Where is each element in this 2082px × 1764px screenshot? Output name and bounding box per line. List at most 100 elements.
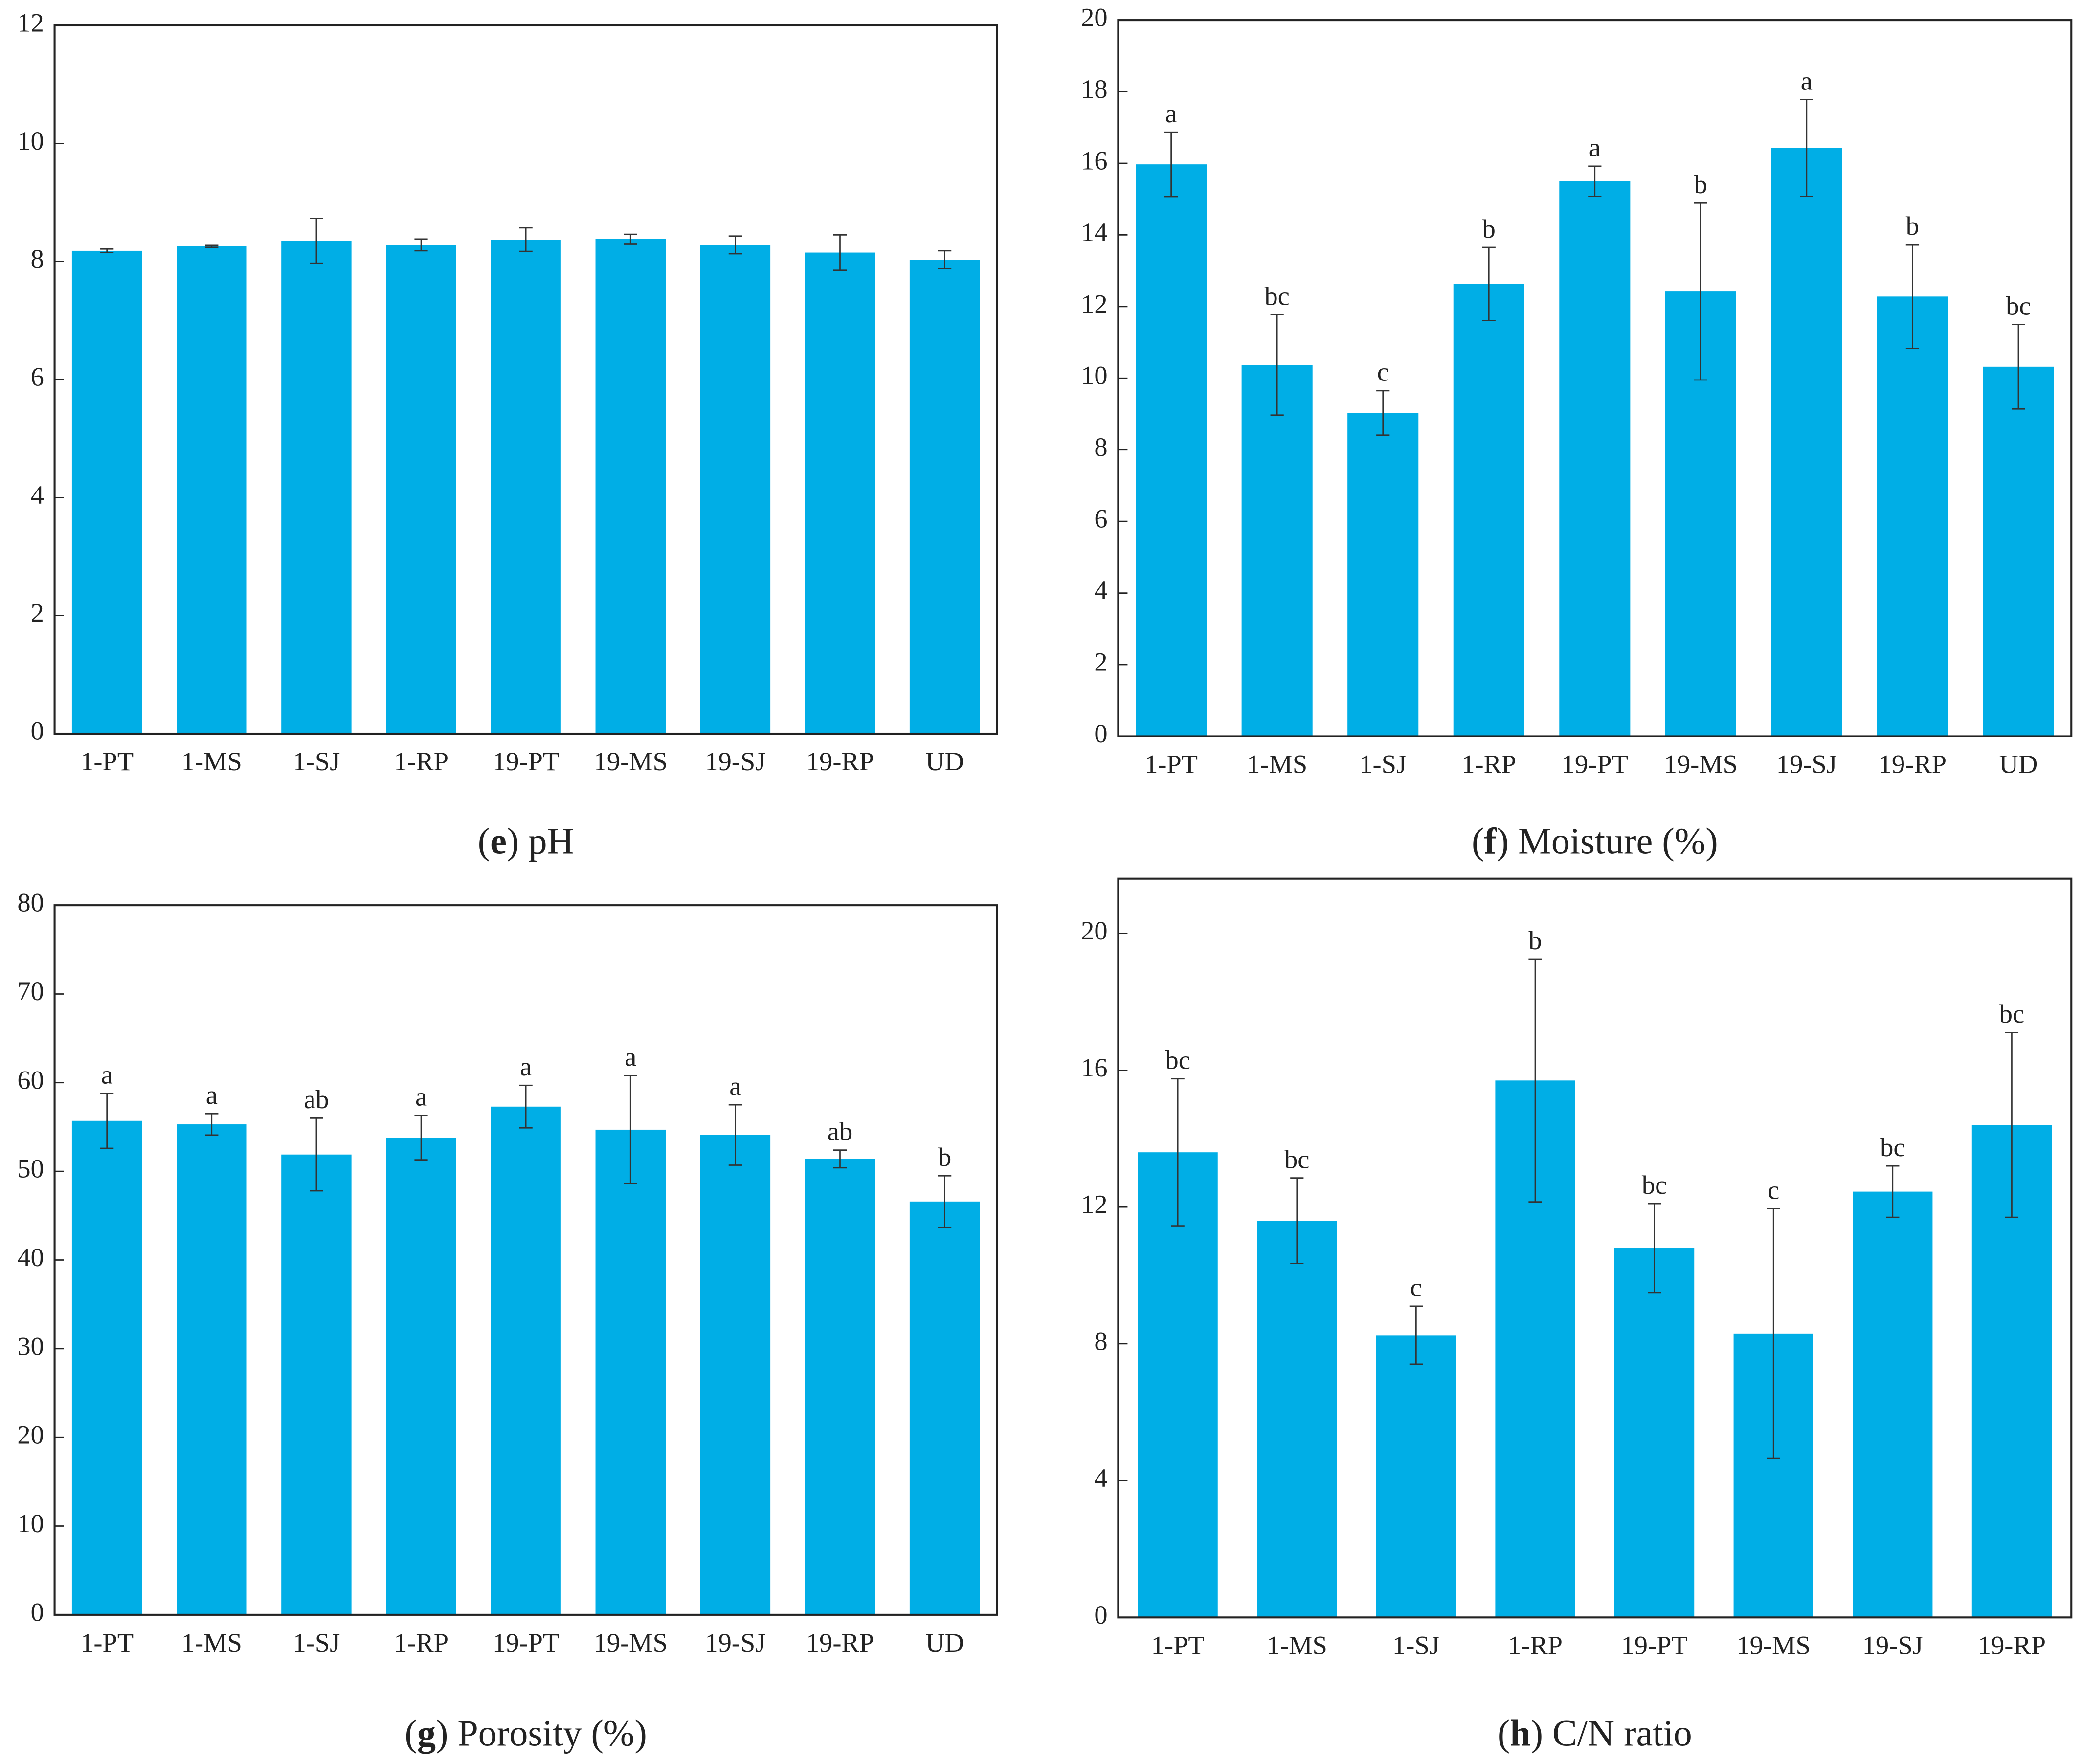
bar — [595, 1129, 666, 1615]
error-bar — [2005, 1032, 2019, 1218]
y-tick-label: 60 — [17, 1065, 44, 1094]
x-tick-label: 19-RP — [1879, 749, 1947, 779]
bar — [281, 241, 352, 734]
x-tick-label: 19-MS — [594, 746, 668, 776]
bar — [700, 245, 771, 734]
error-bar — [2012, 324, 2025, 410]
y-tick-label: 12 — [17, 7, 44, 37]
x-tick-label: 19-RP — [806, 746, 874, 776]
panel-caption: (g) Porosity (%) — [404, 1713, 647, 1754]
significance-letter: a — [206, 1080, 218, 1110]
x-tick-label: 1-RP — [1461, 749, 1516, 779]
y-tick-label: 20 — [17, 1420, 44, 1450]
x-tick-label: 1-RP — [1508, 1630, 1563, 1660]
bar — [805, 252, 875, 734]
x-tick-label: 1-MS — [181, 746, 242, 776]
error-bar — [1905, 244, 1920, 349]
y-tick-label: 10 — [17, 126, 44, 156]
bar — [700, 1135, 771, 1615]
significance-letter: bc — [1880, 1132, 1905, 1162]
y-tick-label: 18 — [1081, 74, 1107, 104]
y-tick-label: 4 — [1094, 575, 1107, 605]
y-tick-label: 8 — [31, 244, 44, 273]
error-bar — [1800, 99, 1813, 197]
y-tick-label: 14 — [1081, 217, 1107, 247]
significance-letter: bc — [1642, 1170, 1667, 1200]
y-tick-label: 0 — [1094, 1600, 1107, 1630]
error-bar — [938, 1175, 952, 1228]
error-bar — [100, 1093, 114, 1149]
panel-caption: (h) C/N ratio — [1498, 1713, 1692, 1754]
bar — [1771, 148, 1842, 737]
bar — [1257, 1221, 1337, 1618]
bar — [1376, 1335, 1456, 1618]
error-bar — [938, 250, 952, 269]
x-tick-label: 1-PT — [80, 1628, 134, 1657]
significance-letter: a — [520, 1051, 532, 1081]
y-tick-label: 70 — [17, 976, 44, 1006]
error-bar — [833, 234, 847, 271]
bar — [1241, 365, 1313, 737]
plot-frame — [53, 24, 998, 735]
error-bar — [1409, 1305, 1423, 1365]
error-bar — [1270, 314, 1284, 416]
significance-letter: a — [729, 1071, 741, 1101]
significance-letter: a — [101, 1059, 113, 1089]
bar — [386, 1138, 456, 1615]
x-tick-label: 19-PT — [1562, 749, 1628, 779]
bar — [1614, 1248, 1695, 1618]
bar — [595, 239, 666, 734]
x-tick-label: UD — [925, 746, 964, 776]
significance-letter: b — [1482, 214, 1496, 244]
significance-letter: c — [1377, 357, 1389, 387]
panel: 01020304050607080a1-PTa1-MSab1-SJa1-RPa1… — [17, 888, 998, 1754]
panel: 0 2 4 6 8 10 12 1-PT 1-MS 1-SJ 1-RP 19-PT 19-MS 19-SJ… — [17, 7, 998, 862]
error-bar — [1376, 390, 1390, 436]
error-bar — [519, 1084, 533, 1129]
significance-letter: ab — [828, 1116, 852, 1146]
significance-letter: bc — [2006, 290, 2031, 320]
bar — [71, 250, 142, 734]
error-bar — [624, 1074, 637, 1184]
panel-caption: (f) Moisture (%) — [1472, 821, 1718, 862]
y-tick-label: 20 — [1081, 915, 1107, 945]
x-tick-label: 19-PT — [493, 746, 559, 776]
y-tick-label: 4 — [1094, 1463, 1107, 1493]
x-tick-label: 1-MS — [181, 1628, 242, 1657]
y-tick-label: 40 — [17, 1242, 44, 1272]
y-tick-label: 16 — [1081, 145, 1107, 175]
y-tick-label: 2 — [31, 598, 44, 627]
x-tick-label: 1-RP — [394, 1628, 448, 1657]
error-bar — [624, 233, 637, 245]
error-bar — [1767, 1208, 1780, 1459]
bar — [1138, 1152, 1218, 1618]
x-tick-label: 1-MS — [1247, 749, 1307, 779]
error-bar — [310, 1117, 323, 1192]
bar — [491, 240, 561, 734]
bar — [909, 1201, 980, 1615]
significance-letter: b — [1906, 211, 1919, 241]
x-tick-label: 1-PT — [1151, 1630, 1205, 1660]
error-bar — [1694, 202, 1707, 381]
error-bar — [1647, 1203, 1661, 1294]
y-tick-label: 12 — [1081, 289, 1107, 318]
x-tick-label: 1-SJ — [293, 1628, 340, 1657]
error-bar — [1164, 131, 1178, 198]
significance-letter: a — [415, 1082, 427, 1112]
y-tick-label: 80 — [17, 888, 44, 917]
x-tick-label: 19-PT — [493, 1628, 559, 1657]
x-tick-label: 1-MS — [1267, 1630, 1327, 1660]
significance-letter: c — [1768, 1175, 1779, 1205]
plot-frame — [1117, 19, 2073, 737]
significance-letter: b — [938, 1142, 951, 1172]
bar — [386, 245, 456, 734]
y-tick-label: 0 — [1094, 718, 1107, 748]
error-bar — [414, 1115, 428, 1161]
error-bar — [100, 248, 114, 253]
y-tick-label: 8 — [1094, 1326, 1107, 1356]
bar — [805, 1159, 875, 1615]
error-bar — [205, 1113, 219, 1136]
y-tick-label: 10 — [1081, 360, 1107, 390]
x-tick-label: 19-MS — [1664, 749, 1738, 779]
